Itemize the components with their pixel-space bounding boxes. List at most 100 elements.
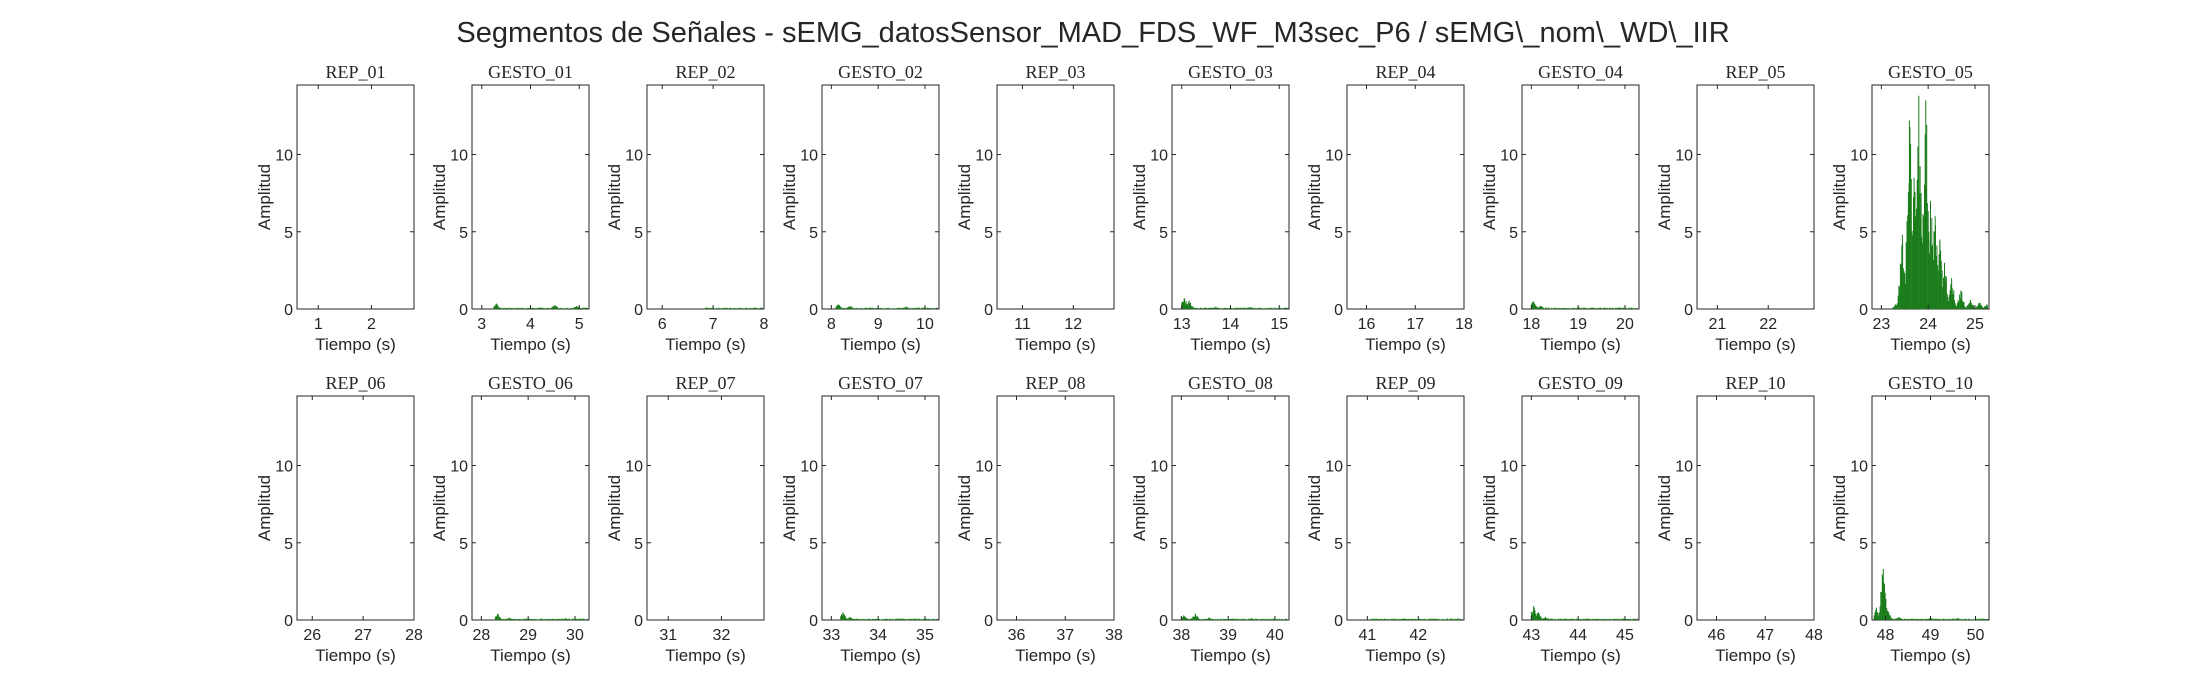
signal-series <box>1180 613 1288 620</box>
y-axis-label: Amplitud <box>955 475 974 541</box>
plot-area <box>471 84 590 310</box>
subplot-gesto-10: 0 5 10 48 49 50 GESTO_10 Tiempo (s) Amplitud <box>1830 373 1990 665</box>
y-tick-label: 5 <box>1684 225 1693 242</box>
y-tick-label: 0 <box>284 302 293 319</box>
x-axis-label: Tiempo (s) <box>840 646 921 665</box>
x-tick-label: 36 <box>1008 627 1026 644</box>
x-axis-label: Tiempo (s) <box>315 646 396 665</box>
x-tick-label: 49 <box>1922 627 1940 644</box>
y-tick-label: 5 <box>1859 536 1868 553</box>
y-axis-label: Amplitud <box>1130 475 1149 541</box>
y-tick-label: 10 <box>1325 459 1343 476</box>
x-axis-label: Tiempo (s) <box>1890 646 1971 665</box>
x-tick-label: 10 <box>916 316 934 333</box>
x-tick-label: 40 <box>1266 627 1284 644</box>
plot-area <box>821 84 940 310</box>
plot-area <box>296 84 415 310</box>
x-tick-label: 20 <box>1616 316 1634 333</box>
y-axis-label: Amplitud <box>1305 475 1324 541</box>
x-axis-label: Tiempo (s) <box>665 646 746 665</box>
subplot-rep-02: 0 5 10 6 7 8 REP_02 Tiempo (s) Amplitud <box>605 62 769 354</box>
x-tick-label: 23 <box>1872 316 1890 333</box>
x-tick-label: 45 <box>1616 627 1634 644</box>
x-tick-label: 28 <box>405 627 423 644</box>
y-tick-label: 10 <box>800 459 818 476</box>
subplot-gesto-05: 0 5 10 23 24 25 GESTO_05 Tiempo (s) Amplitud <box>1830 62 1990 354</box>
x-tick-label: 42 <box>1409 627 1427 644</box>
subplot-rep-04: 0 5 10 16 17 18 REP_04 Tiempo (s) Amplitud <box>1305 62 1473 354</box>
subplot-gesto-04: 0 5 10 18 19 20 GESTO_04 Tiempo (s) Amplitud <box>1480 62 1640 354</box>
y-tick-label: 10 <box>975 459 993 476</box>
y-axis-label: Amplitud <box>430 475 449 541</box>
y-tick-label: 0 <box>1509 613 1518 630</box>
x-tick-label: 4 <box>526 316 535 333</box>
subplot-gesto-07: 0 5 10 33 34 35 GESTO_07 Tiempo (s) Amplitud <box>780 373 940 665</box>
plot-area <box>646 84 765 310</box>
x-tick-label: 22 <box>1759 316 1777 333</box>
x-axis-label: Tiempo (s) <box>1015 335 1096 354</box>
x-axis-label: Tiempo (s) <box>1190 646 1271 665</box>
y-tick-label: 5 <box>984 536 993 553</box>
y-tick-label: 0 <box>984 302 993 319</box>
x-axis-label: Tiempo (s) <box>1715 335 1796 354</box>
y-tick-label: 5 <box>1159 225 1168 242</box>
subplot-title: REP_05 <box>1725 62 1785 82</box>
y-tick-label: 5 <box>809 225 818 242</box>
subplot-title: REP_09 <box>1375 373 1435 393</box>
x-tick-label: 8 <box>760 316 769 333</box>
x-tick-label: 34 <box>869 627 887 644</box>
signal-series <box>1892 95 1988 309</box>
plot-area <box>296 395 415 621</box>
x-tick-label: 29 <box>519 627 537 644</box>
signal-series <box>1181 298 1289 309</box>
x-tick-label: 12 <box>1064 316 1082 333</box>
plot-area <box>471 395 590 621</box>
y-tick-label: 0 <box>1859 302 1868 319</box>
subplot-rep-10: 0 5 10 46 47 48 REP_10 Tiempo (s) Amplitud <box>1655 373 1823 665</box>
y-tick-label: 0 <box>459 302 468 319</box>
y-axis-label: Amplitud <box>1830 475 1849 541</box>
y-tick-label: 0 <box>1334 613 1343 630</box>
x-tick-label: 14 <box>1222 316 1240 333</box>
y-tick-label: 0 <box>634 613 643 630</box>
subplot-rep-08: 0 5 10 36 37 38 REP_08 Tiempo (s) Amplitud <box>955 373 1123 665</box>
plot-area <box>1171 395 1290 621</box>
y-tick-label: 0 <box>1159 302 1168 319</box>
x-tick-label: 38 <box>1172 627 1190 644</box>
x-axis-label: Tiempo (s) <box>840 335 921 354</box>
signal-series <box>1530 606 1638 620</box>
y-axis-label: Amplitud <box>780 164 799 230</box>
x-tick-label: 6 <box>658 316 667 333</box>
y-tick-label: 10 <box>1850 148 1868 165</box>
x-tick-label: 13 <box>1173 316 1191 333</box>
y-tick-label: 0 <box>1684 302 1693 319</box>
y-axis-label: Amplitud <box>1130 164 1149 230</box>
subplot-rep-03: 0 5 10 11 12 REP_03 Tiempo (s) Amplitud <box>955 62 1115 354</box>
x-axis-label: Tiempo (s) <box>1890 335 1971 354</box>
x-tick-label: 48 <box>1877 627 1895 644</box>
y-tick-label: 5 <box>984 225 993 242</box>
y-axis-label: Amplitud <box>430 164 449 230</box>
y-tick-label: 5 <box>284 225 293 242</box>
subplot-rep-01: 0 5 10 1 2 REP_01 Tiempo (s) Amplitud <box>255 62 415 354</box>
subplot-title: REP_10 <box>1725 373 1785 393</box>
x-tick-label: 17 <box>1406 316 1424 333</box>
x-tick-label: 32 <box>713 627 731 644</box>
y-axis-label: Amplitud <box>605 475 624 541</box>
y-axis-label: Amplitud <box>255 475 274 541</box>
y-tick-label: 5 <box>1859 225 1868 242</box>
x-tick-label: 27 <box>354 627 372 644</box>
x-tick-label: 18 <box>1455 316 1473 333</box>
y-axis-label: Amplitud <box>1655 164 1674 230</box>
x-tick-label: 37 <box>1056 627 1074 644</box>
x-tick-label: 43 <box>1522 627 1540 644</box>
x-tick-label: 46 <box>1708 627 1726 644</box>
x-tick-label: 31 <box>659 627 677 644</box>
x-tick-label: 28 <box>472 627 490 644</box>
x-tick-label: 25 <box>1966 316 1984 333</box>
x-axis-label: Tiempo (s) <box>1365 335 1446 354</box>
plot-area <box>1521 395 1640 621</box>
subplot-gesto-03: 0 5 10 13 14 15 GESTO_03 Tiempo (s) Amplitud <box>1130 62 1290 354</box>
y-tick-label: 10 <box>1150 148 1168 165</box>
y-axis-label: Amplitud <box>1480 475 1499 541</box>
